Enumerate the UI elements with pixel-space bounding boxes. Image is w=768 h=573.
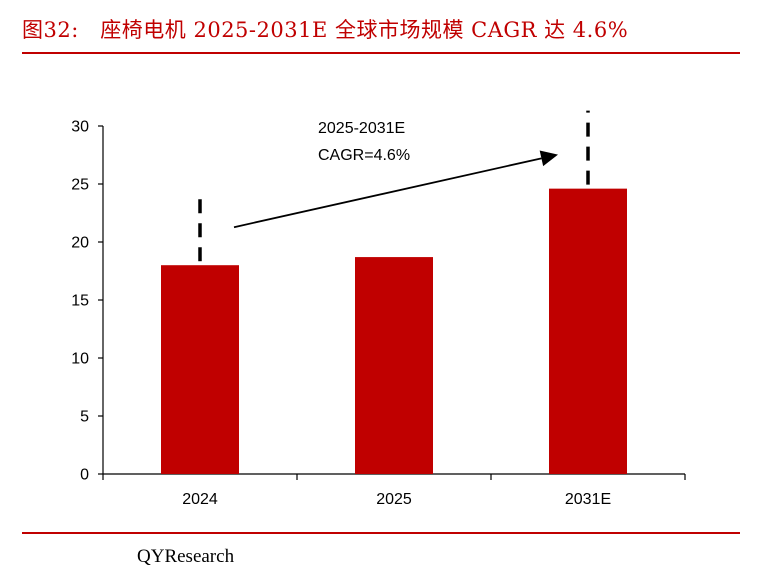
cagr-annotation: 2025-2031E CAGR=4.6% — [198, 110, 590, 262]
bars — [161, 188, 627, 474]
footer-rule — [22, 532, 740, 534]
bar-2025 — [355, 257, 433, 474]
x-tick-label: 2025 — [376, 491, 412, 508]
annotation-cagr: CAGR=4.6% — [318, 147, 410, 164]
y-ticks: 0 5 10 15 20 25 30 — [71, 119, 103, 484]
annotation-period: 2025-2031E — [318, 120, 405, 137]
trend-arrow-line — [233, 157, 542, 229]
x-ticks: 2024 2025 2031E — [102, 474, 686, 508]
x-tick-label: 2024 — [182, 491, 218, 508]
y-tick-label: 5 — [80, 409, 89, 426]
trend-arrow-head — [539, 150, 558, 167]
y-tick-label: 15 — [71, 293, 89, 310]
title-rule — [22, 52, 740, 54]
y-tick-label: 30 — [71, 119, 89, 136]
figure-title: 图32: 座椅电机 2025-2031E 全球市场规模 CAGR 达 4.6% — [22, 18, 629, 42]
y-tick-label: 20 — [71, 235, 89, 252]
y-tick-label: 10 — [71, 351, 89, 368]
source-note: QYResearch — [137, 546, 235, 567]
y-tick-label: 25 — [71, 177, 89, 194]
bar-2031E — [549, 188, 627, 474]
x-tick-label: 2031E — [565, 491, 611, 508]
y-tick-label: 0 — [80, 467, 89, 484]
bar-2024 — [161, 265, 239, 474]
